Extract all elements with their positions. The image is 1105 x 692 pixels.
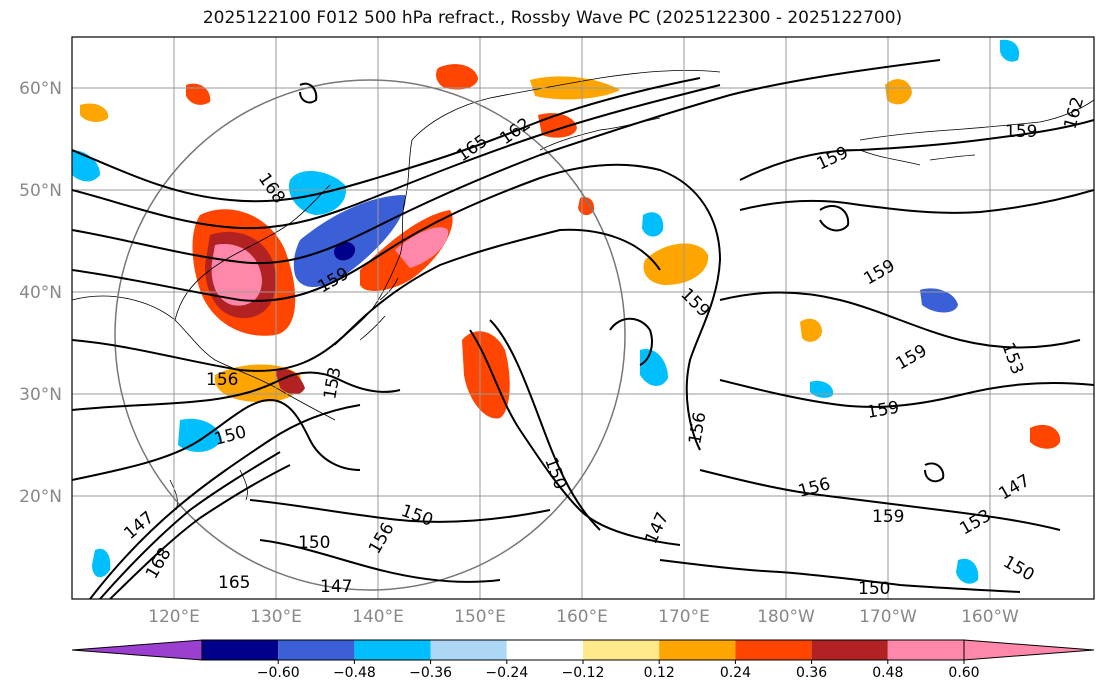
map-frame xyxy=(71,36,1095,600)
gridlines xyxy=(72,37,1094,599)
range-circle xyxy=(114,79,626,591)
colorbar-segment xyxy=(887,640,964,660)
lat-label: 30°N xyxy=(19,385,62,405)
colorbar-tick-label: −0.36 xyxy=(409,665,452,681)
coastlines xyxy=(72,69,1094,511)
lon-label: 120°E xyxy=(148,607,200,627)
colorbar-tick-label: 0.36 xyxy=(796,665,827,681)
lon-label: 160°W xyxy=(961,607,1019,627)
contour-label: 156 xyxy=(206,370,238,390)
colorbar-tick-label: 0.60 xyxy=(948,665,979,681)
colorbar-tick-label: 0.24 xyxy=(720,665,751,681)
lat-label: 60°N xyxy=(19,79,62,99)
contour-label: 159 xyxy=(872,507,904,527)
contour-label: 159 xyxy=(1005,122,1037,142)
colorbar-segment xyxy=(354,640,431,660)
colorbar-segment xyxy=(811,640,888,660)
colorbar-segment xyxy=(659,640,736,660)
colorbar-tick-label: −0.24 xyxy=(485,665,528,681)
lon-label: 170°E xyxy=(658,607,710,627)
map-title: 2025122100 F012 500 hPa refract., Rossby… xyxy=(202,8,903,28)
lon-label: 160°E xyxy=(556,607,608,627)
colorbar-segment xyxy=(430,640,507,660)
longitude-labels: 120°E 130°E 140°E 150°E 160°E 170°E 180°… xyxy=(148,607,1019,627)
colorbar-extension-low xyxy=(71,639,203,661)
lon-label: 170°W xyxy=(859,607,917,627)
latitude-labels: 60°N 50°N 40°N 30°N 20°N xyxy=(19,79,62,507)
colorbar: −0.60 −0.48 −0.36 −0.24 −0.12 0.12 0.24 0.36 0.4… xyxy=(71,639,1095,681)
lat-label: 50°N xyxy=(19,181,62,201)
lon-label: 150°E xyxy=(454,607,506,627)
contour-label: 165 xyxy=(218,573,250,593)
lon-label: 140°E xyxy=(352,607,404,627)
colorbar-extension-high xyxy=(963,639,1095,661)
colorbar-segment xyxy=(202,640,279,660)
contour-label: 150 xyxy=(298,533,330,553)
colorbar-tick-label: 0.48 xyxy=(872,665,903,681)
colorbar-segment xyxy=(278,640,355,660)
colorbar-tick-label: 0.12 xyxy=(644,665,675,681)
colorbar-tick-label: −0.12 xyxy=(562,665,605,681)
colorbar-segment xyxy=(506,640,583,660)
lat-label: 40°N xyxy=(19,283,62,303)
contour-label: 150 xyxy=(858,579,890,599)
lat-label: 20°N xyxy=(19,487,62,507)
colorbar-tick-label: −0.48 xyxy=(333,665,376,681)
height-contours xyxy=(72,59,1094,599)
lon-label: 130°E xyxy=(250,607,302,627)
lon-label: 180°W xyxy=(757,607,815,627)
contour-label: 147 xyxy=(320,577,352,597)
colorbar-tick-label: −0.60 xyxy=(257,665,300,681)
colorbar-segment xyxy=(583,640,660,660)
colorbar-segment xyxy=(735,640,812,660)
